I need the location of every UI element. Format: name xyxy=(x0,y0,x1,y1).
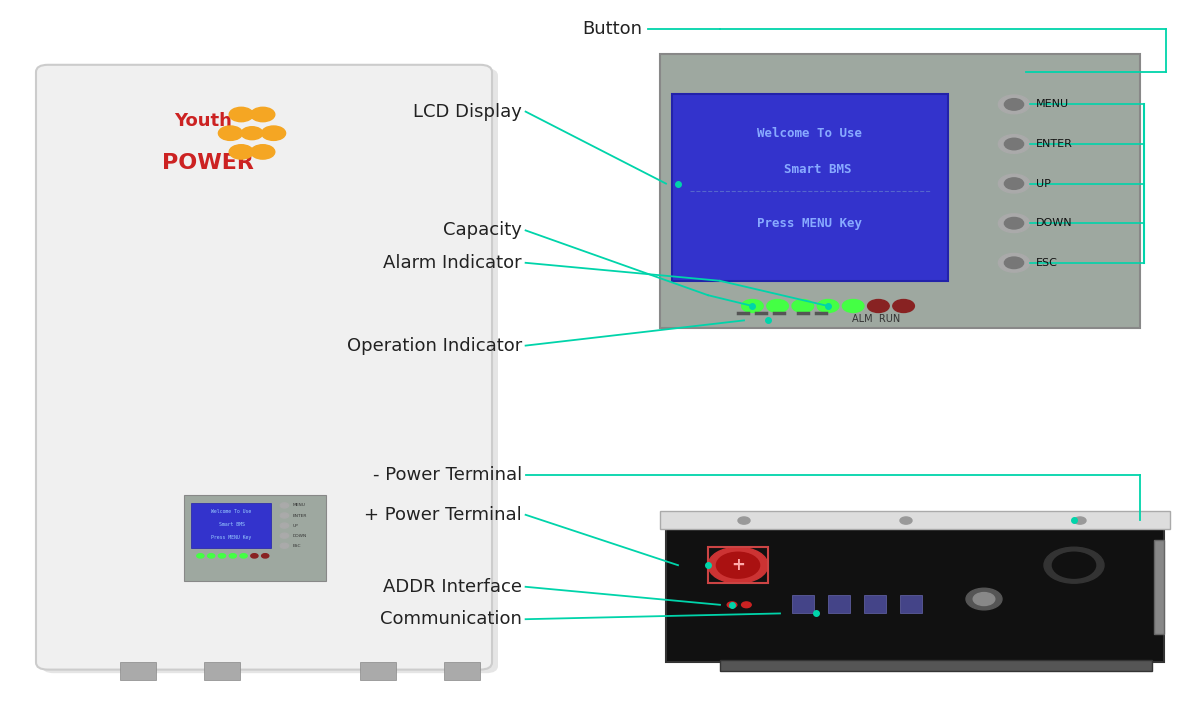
Circle shape xyxy=(998,214,1030,233)
Bar xyxy=(120,662,156,680)
FancyBboxPatch shape xyxy=(660,54,1140,328)
Circle shape xyxy=(281,503,288,508)
Bar xyxy=(660,511,1170,529)
Text: +: + xyxy=(731,556,745,575)
Circle shape xyxy=(998,95,1030,114)
Circle shape xyxy=(281,533,288,539)
FancyBboxPatch shape xyxy=(42,68,498,673)
FancyBboxPatch shape xyxy=(184,495,326,581)
Bar xyxy=(900,595,922,613)
Text: Smart BMS: Smart BMS xyxy=(769,163,851,176)
Text: POWER: POWER xyxy=(162,153,254,173)
Circle shape xyxy=(229,107,253,122)
Circle shape xyxy=(738,517,750,524)
Circle shape xyxy=(792,300,814,312)
Circle shape xyxy=(1044,547,1104,583)
Circle shape xyxy=(1004,217,1024,229)
Circle shape xyxy=(842,300,864,312)
Text: ADDR Interface: ADDR Interface xyxy=(383,577,522,596)
Circle shape xyxy=(218,126,242,140)
Circle shape xyxy=(1052,552,1096,578)
Text: DOWN: DOWN xyxy=(1036,218,1073,228)
Circle shape xyxy=(1004,99,1024,110)
Text: ENTER: ENTER xyxy=(293,513,307,518)
Circle shape xyxy=(817,300,839,312)
Circle shape xyxy=(973,593,995,606)
Circle shape xyxy=(767,300,788,312)
FancyBboxPatch shape xyxy=(672,94,948,281)
Circle shape xyxy=(262,126,286,140)
Text: Operation Indicator: Operation Indicator xyxy=(347,337,522,355)
Text: UP: UP xyxy=(293,523,299,528)
Bar xyxy=(444,662,480,680)
Circle shape xyxy=(281,523,288,528)
Text: Welcome To Use: Welcome To Use xyxy=(757,127,863,140)
Text: Youth: Youth xyxy=(174,112,232,130)
Bar xyxy=(864,595,886,613)
Circle shape xyxy=(241,127,263,140)
Text: Press MENU Key: Press MENU Key xyxy=(757,217,863,230)
Bar xyxy=(792,595,814,613)
Circle shape xyxy=(998,135,1030,153)
Text: Welcome To Use: Welcome To Use xyxy=(211,509,252,513)
Circle shape xyxy=(208,554,215,558)
Text: MENU: MENU xyxy=(293,503,306,508)
Text: UP: UP xyxy=(1036,179,1050,189)
FancyBboxPatch shape xyxy=(36,65,492,670)
Bar xyxy=(828,595,850,613)
Circle shape xyxy=(998,253,1030,272)
Bar xyxy=(666,526,1164,662)
Text: Capacity: Capacity xyxy=(443,222,522,239)
Circle shape xyxy=(1004,138,1024,150)
Circle shape xyxy=(281,513,288,518)
Circle shape xyxy=(251,554,258,558)
Text: DOWN: DOWN xyxy=(293,534,307,538)
Bar xyxy=(204,662,240,680)
Text: MENU: MENU xyxy=(1036,99,1069,109)
Circle shape xyxy=(240,554,247,558)
Text: + Power Terminal: + Power Terminal xyxy=(365,506,522,524)
Circle shape xyxy=(229,554,236,558)
Text: ESC: ESC xyxy=(1036,258,1057,268)
Circle shape xyxy=(998,174,1030,193)
Circle shape xyxy=(868,300,889,312)
Circle shape xyxy=(262,554,269,558)
Text: ESC: ESC xyxy=(293,544,301,548)
Circle shape xyxy=(229,145,253,159)
Text: Smart BMS: Smart BMS xyxy=(218,522,245,526)
Circle shape xyxy=(742,300,763,312)
Text: ENTER: ENTER xyxy=(1036,139,1073,149)
Circle shape xyxy=(708,547,768,583)
Circle shape xyxy=(281,543,288,549)
Text: - Power Terminal: - Power Terminal xyxy=(373,467,522,484)
Bar xyxy=(708,547,768,583)
Text: Communication: Communication xyxy=(380,611,522,628)
Circle shape xyxy=(218,554,226,558)
Circle shape xyxy=(727,602,737,608)
Bar xyxy=(360,662,396,680)
Text: Press MENU Key: Press MENU Key xyxy=(211,535,252,539)
Circle shape xyxy=(1004,257,1024,269)
Text: ALM  RUN: ALM RUN xyxy=(852,314,900,324)
Circle shape xyxy=(900,517,912,524)
Circle shape xyxy=(966,588,1002,610)
Circle shape xyxy=(1004,178,1024,189)
Bar xyxy=(1154,540,1164,634)
Circle shape xyxy=(1074,517,1086,524)
Text: Alarm Indicator: Alarm Indicator xyxy=(383,254,522,272)
Circle shape xyxy=(742,602,751,608)
FancyBboxPatch shape xyxy=(191,503,271,548)
Circle shape xyxy=(716,552,760,578)
Circle shape xyxy=(251,107,275,122)
Circle shape xyxy=(251,145,275,159)
Text: Button: Button xyxy=(582,20,642,38)
Circle shape xyxy=(893,300,914,312)
Text: LCD Display: LCD Display xyxy=(413,103,522,121)
Bar xyxy=(720,660,1152,671)
Circle shape xyxy=(197,554,204,558)
